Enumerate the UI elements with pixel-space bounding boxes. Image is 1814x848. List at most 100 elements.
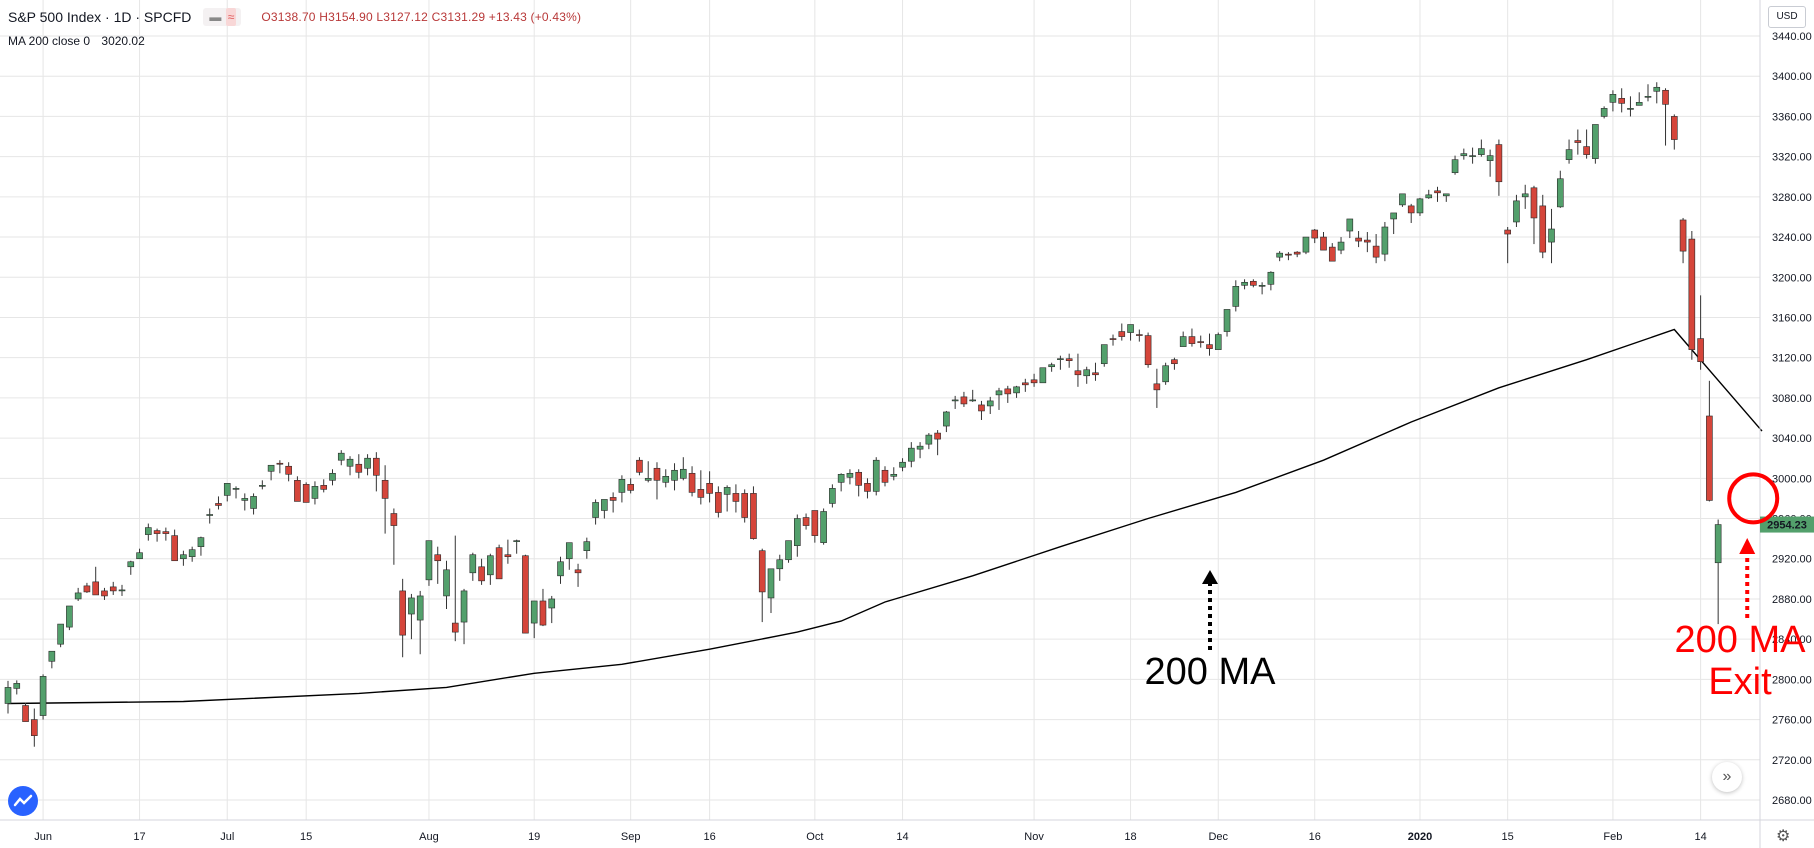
candle [820,508,827,545]
y-tick-label: 3200.00 [1772,272,1812,284]
candle-body [57,623,64,645]
candle [1337,237,1345,255]
candle [855,469,862,497]
candle [1364,232,1371,253]
compare-wave-icon[interactable]: ≈ [225,8,237,26]
candle-body [206,514,214,516]
candle-body [1644,96,1652,98]
candle [776,554,784,581]
candle-body [1556,178,1564,208]
candle-body [1706,415,1713,501]
candle [1486,149,1494,177]
candle [487,553,494,585]
candle [1372,234,1380,264]
indicator-toggle[interactable]: ▬ ≈ [203,8,242,26]
candle-body [557,561,564,577]
candle-body [697,489,705,498]
candle-body [276,462,284,465]
candle-body [355,463,363,473]
candle [1706,380,1713,502]
candle [39,674,47,720]
candle [1267,271,1275,291]
candle-body [758,550,766,593]
indicator-legend[interactable]: MA 200 close 0 3020.02 [8,34,145,48]
currency-badge[interactable]: USD [1768,6,1806,28]
candle-body [1635,102,1643,106]
candle [1662,88,1669,146]
candle [1442,193,1450,202]
candle-body [294,480,301,502]
candle-body [1688,238,1696,350]
candle-body [618,479,626,493]
candle [636,457,643,476]
candle [793,514,801,557]
candle [232,486,240,499]
candle-body [1109,338,1117,340]
candle-body [1565,149,1573,160]
candle [1635,92,1643,106]
candle-body [960,396,968,405]
candle [390,508,398,565]
candle-body [1320,236,1327,251]
candle-body [1697,338,1704,363]
candle [1232,280,1240,312]
exit-circle [1727,472,1780,525]
x-tick-label: Feb [1603,831,1622,843]
candle-body [916,445,924,450]
candle [302,482,310,503]
chart-header: S&P 500 Index · 1D · SPCFD ▬ ≈ O3138.70 … [8,8,581,26]
candle [548,595,556,624]
candle [601,499,608,519]
candle-body [31,719,38,736]
candle-body [487,555,494,576]
candle [285,462,292,482]
ma200-line [7,328,1763,705]
candle-body [1495,144,1503,183]
minimize-icon[interactable]: ▬ [209,10,222,24]
candle [565,542,573,570]
candle-body [153,530,161,534]
candle-body [1574,140,1582,143]
candle-body [1381,226,1389,255]
candle-body [320,485,328,490]
candle [13,680,21,695]
candle [557,556,564,584]
candle-body [925,434,933,445]
candle-body [171,535,178,562]
candle-body [346,458,354,467]
candle-body [1302,236,1310,253]
candle [31,708,38,747]
candle-body [530,600,538,624]
candle [1399,193,1406,207]
candle-body [1039,367,1047,384]
candle [1223,309,1231,337]
candle [1416,197,1424,216]
candle [1539,194,1547,259]
candle-body [1311,229,1319,239]
candle-body [1609,94,1617,103]
candle [767,568,775,614]
candle [188,546,196,562]
candle-body [1399,193,1406,206]
candle-body [855,471,862,486]
candle [688,466,696,497]
ma200-line-group [7,328,1763,705]
candle [1057,355,1064,370]
candle-body [1048,364,1055,368]
x-tick-label: Oct [806,831,823,843]
tradingview-logo-icon[interactable] [8,786,38,816]
gear-icon[interactable]: ⚙ [1776,828,1791,845]
candle-body [934,432,941,440]
candle [908,442,915,468]
candle-body [1179,336,1187,347]
candle [574,563,582,587]
last-price-label: 2954.23 [1767,520,1807,532]
candle [162,527,170,541]
scroll-to-realtime-button[interactable]: » [1712,762,1742,792]
candle-body [1250,280,1257,286]
symbol-title[interactable]: S&P 500 Index · 1D · SPCFD [8,9,192,25]
candle-body [1469,155,1476,157]
candle [715,486,722,518]
